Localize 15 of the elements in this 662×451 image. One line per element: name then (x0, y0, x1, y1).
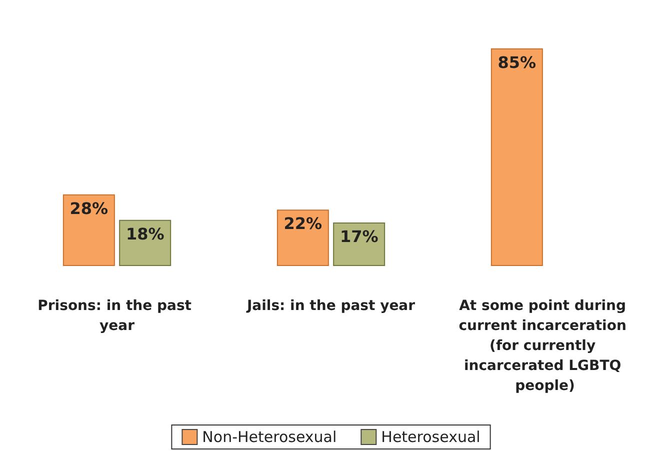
bar (276, 210, 329, 266)
bar (119, 220, 172, 266)
bar (490, 48, 543, 266)
legend-label: Heterosexual (381, 428, 480, 446)
x-tick-label: Prisons: in the past year (38, 298, 196, 334)
data-label: 17% (340, 226, 378, 246)
x-tick-label: At some point during current incarceration (for currently incarcerated LGBTQ people) (458, 298, 632, 394)
data-label: 22% (284, 214, 322, 234)
data-label: 85% (498, 52, 536, 72)
data-label: 28% (70, 198, 108, 218)
legend-label: Non-Heterosexual (202, 428, 337, 446)
data-label: 18% (126, 224, 164, 244)
bar (333, 222, 386, 266)
x-tick-label: Jails: in the past year (246, 298, 416, 314)
bar (62, 194, 115, 266)
